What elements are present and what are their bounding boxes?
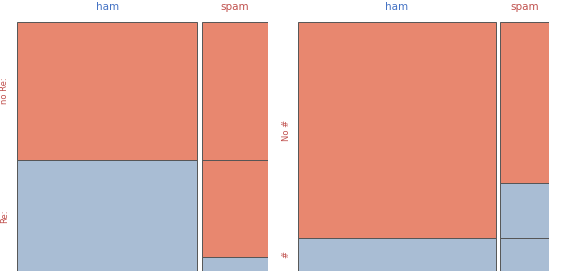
Text: No #: No # bbox=[281, 119, 290, 141]
Text: ham: ham bbox=[96, 2, 119, 12]
Text: no Re:: no Re: bbox=[1, 78, 10, 104]
Bar bbox=[202, 22, 268, 160]
Bar bbox=[500, 183, 549, 238]
Text: ham: ham bbox=[385, 2, 409, 12]
Text: #: # bbox=[281, 251, 290, 258]
Bar bbox=[202, 160, 268, 257]
Bar bbox=[17, 22, 198, 160]
Bar bbox=[202, 257, 268, 271]
Bar bbox=[500, 22, 549, 183]
Bar bbox=[298, 238, 496, 271]
Text: Re:: Re: bbox=[1, 209, 10, 222]
Bar bbox=[500, 238, 549, 271]
Bar bbox=[17, 160, 198, 271]
Text: spam: spam bbox=[221, 2, 249, 12]
Text: spam: spam bbox=[510, 2, 539, 12]
Bar bbox=[298, 22, 496, 238]
